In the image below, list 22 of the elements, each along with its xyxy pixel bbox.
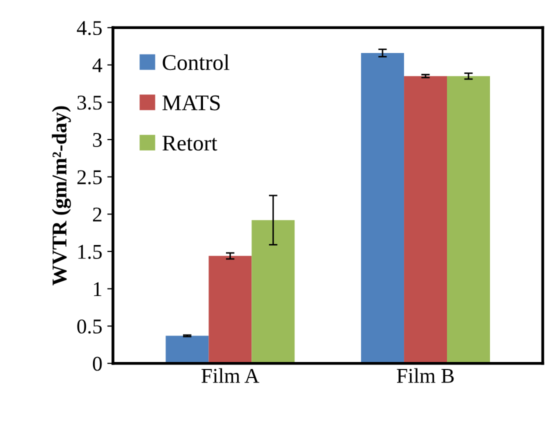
bar [404, 76, 448, 364]
bar [208, 256, 252, 364]
legend-label: MATS [162, 95, 220, 110]
bar [447, 76, 490, 364]
y-tick-label: 0 [92, 356, 102, 371]
bar [166, 336, 209, 364]
x-tick-label: Film B [396, 368, 454, 383]
y-axis-title: WVTR (gm/m²-day) [52, 106, 71, 286]
y-tick-label: 1.5 [78, 244, 102, 259]
y-tick-label: 2 [93, 208, 102, 222]
bar [252, 220, 295, 364]
y-tick-label: 3.5 [77, 96, 102, 110]
legend-label: Control [162, 54, 230, 70]
y-tick-label: 1 [94, 282, 102, 296]
y-tick-label: 2.5 [77, 170, 102, 184]
y-tick-label: 4.5 [76, 21, 102, 36]
x-tick-label: Film A [202, 368, 260, 383]
y-tick-label: 3 [93, 132, 102, 147]
legend-label: Retort [162, 136, 218, 151]
y-tick-label: 4 [92, 58, 102, 72]
bar [361, 52, 404, 364]
y-tick-label: 0.5 [77, 319, 102, 334]
